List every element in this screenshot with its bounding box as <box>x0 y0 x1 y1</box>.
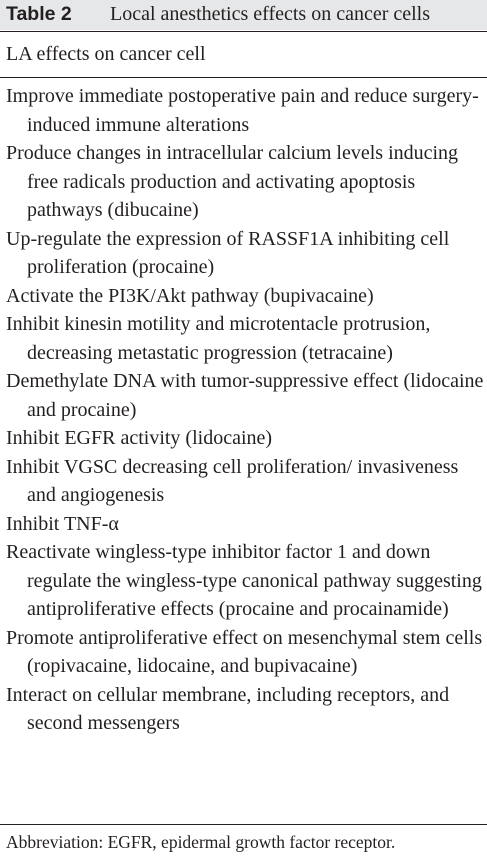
table-row: Promote antiproliferative effect on mese… <box>6 626 483 678</box>
table-row: Demethylate DNA with tumor-suppressive e… <box>6 370 484 421</box>
table-row: Inhibit EGFR activity (lidocaine) <box>6 427 273 449</box>
table-caption: Table 2 Local anesthetics effects on can… <box>0 0 487 30</box>
table-row: Inhibit kinesin motility and microtentac… <box>6 313 431 364</box>
table-body: Improve immediate postoperative pain and… <box>0 82 487 738</box>
table-label: Table 2 <box>6 3 72 25</box>
table-row: Inhibit TNF-α <box>6 512 119 535</box>
table-title: Local anesthetics effects on cancer cell… <box>110 3 431 25</box>
bottom-rule <box>0 824 487 825</box>
table-row: Activate the PI3K/Akt pathway (bupivacai… <box>6 284 374 307</box>
table-row: Up-regulate the expression of RASSF1A in… <box>6 227 450 279</box>
column-header: LA effects on cancer cell <box>6 43 206 65</box>
table-row: Reactivate wingless-type inhibitor facto… <box>6 541 482 620</box>
table-row: Produce changes in intracellular calcium… <box>6 142 459 221</box>
table-row: Improve immediate postoperative pain and… <box>6 85 479 136</box>
table-footnote: Abbreviation: EGFR, epidermal growth fac… <box>6 832 396 852</box>
table-row: Inhibit VGSC decreasing cell proliferati… <box>6 455 459 507</box>
caption-rule <box>0 31 487 32</box>
table-row: Interact on cellular membrane, including… <box>6 683 450 735</box>
header-rule <box>0 77 487 78</box>
